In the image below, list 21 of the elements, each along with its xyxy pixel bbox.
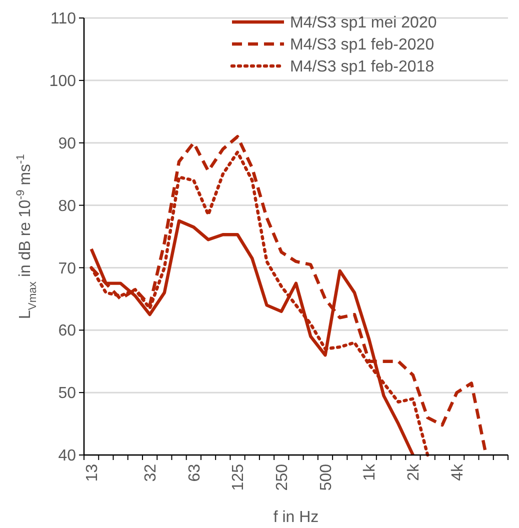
x-axis-title: f in Hz	[273, 509, 319, 526]
x-tick-label: 125	[230, 464, 248, 491]
y-tick-label: 70	[58, 260, 76, 278]
y-tick-label: 110	[50, 10, 76, 28]
legend-label: M4/S3 sp1 feb-2018	[290, 58, 434, 76]
x-tick-label: 1k	[362, 463, 379, 481]
y-tick-label: 100	[49, 73, 76, 90]
x-tick-label: 13	[84, 464, 101, 482]
legend-label: M4/S3 sp1 feb-2020	[290, 36, 434, 54]
legend-label: M4/S3 sp1 mei 2020	[290, 14, 437, 32]
x-tick-label: 2k	[406, 463, 423, 481]
x-tick-label: 32	[142, 464, 160, 482]
x-tick-label: 4k	[449, 463, 466, 481]
y-tick-label: 50	[58, 385, 76, 402]
y-tick-label: 80	[58, 198, 76, 215]
y-tick-label: 90	[58, 135, 76, 152]
y-tick-label: 60	[58, 322, 76, 340]
x-tick-label: 63	[186, 464, 204, 482]
x-tick-label: 500	[318, 464, 335, 491]
x-tick-label: 250	[274, 464, 291, 491]
y-tick-label: 40	[58, 448, 76, 465]
